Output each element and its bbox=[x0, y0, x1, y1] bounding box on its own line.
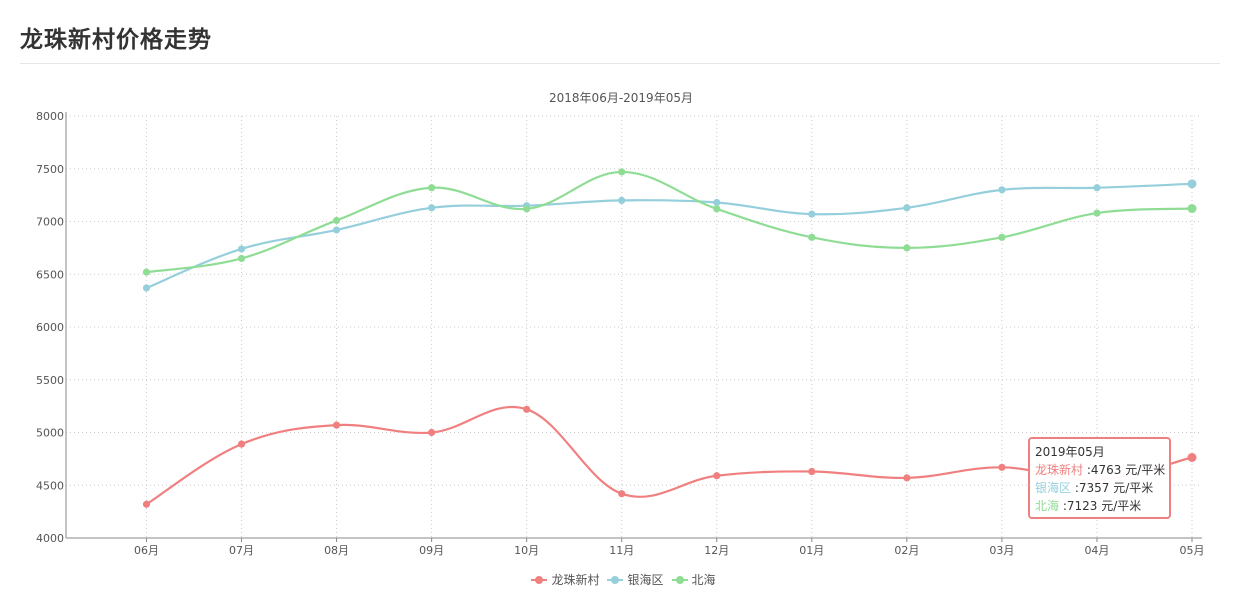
tooltip-row: 龙珠新村 :4763 元/平米 bbox=[1035, 461, 1166, 479]
data-point[interactable] bbox=[142, 268, 151, 276]
data-point[interactable] bbox=[998, 463, 1006, 471]
axes: 4000 4500 5000 5500 6000 6500 7000 7500 8000 06月 0… bbox=[36, 110, 1205, 557]
data-point[interactable] bbox=[903, 204, 911, 212]
data-point[interactable] bbox=[1093, 209, 1101, 217]
data-point[interactable] bbox=[1187, 453, 1197, 463]
data-point[interactable] bbox=[142, 284, 151, 292]
legend-label: 北海 bbox=[691, 573, 716, 587]
tooltip-series-name: 龙珠新村 bbox=[1035, 463, 1084, 477]
x-tick-label: 09月 bbox=[419, 544, 444, 557]
hover-tooltip: 2019年05月 龙珠新村 :4763 元/平米 银海区 :7357 元/平米 北海… bbox=[1028, 437, 1171, 519]
data-point[interactable] bbox=[1187, 204, 1197, 214]
series-line-1 bbox=[146, 182, 1193, 289]
x-tick-label: 10月 bbox=[514, 544, 539, 557]
y-tick-label: 6000 bbox=[36, 321, 64, 334]
data-point[interactable] bbox=[523, 205, 531, 213]
data-point[interactable] bbox=[903, 474, 911, 482]
data-point[interactable] bbox=[332, 216, 341, 225]
tooltip-series-name: 银海区 bbox=[1035, 481, 1072, 495]
data-point[interactable] bbox=[618, 168, 626, 176]
data-point[interactable] bbox=[428, 184, 436, 192]
page-title: 龙珠新村价格走势 bbox=[20, 27, 212, 53]
legend-swatch-icon bbox=[671, 575, 688, 585]
x-tick-label: 02月 bbox=[894, 544, 919, 557]
tooltip-value: 7123 元/平米 bbox=[1066, 499, 1142, 513]
y-tick-label: 4500 bbox=[36, 479, 64, 492]
data-point[interactable] bbox=[523, 405, 531, 413]
tooltip-separator: : bbox=[1059, 499, 1067, 513]
tooltip-row: 北海 :7123 元/平米 bbox=[1035, 497, 1164, 515]
x-tick-label: 04月 bbox=[1084, 544, 1109, 557]
tooltip-series-name: 北海 bbox=[1035, 499, 1060, 513]
y-tick-label: 5000 bbox=[36, 427, 64, 440]
y-tick-label: 8000 bbox=[36, 110, 64, 123]
data-point[interactable] bbox=[998, 233, 1006, 241]
grid-lines bbox=[65, 115, 1202, 538]
data-point[interactable] bbox=[618, 196, 626, 204]
data-point[interactable] bbox=[618, 490, 626, 498]
x-tick-label: 12月 bbox=[704, 544, 729, 557]
y-tick-label: 7500 bbox=[36, 163, 64, 176]
y-tick-label: 5500 bbox=[36, 374, 64, 387]
data-point[interactable] bbox=[808, 210, 816, 218]
data-point[interactable] bbox=[237, 254, 246, 263]
data-point[interactable] bbox=[237, 245, 246, 253]
legend-item[interactable]: 北海 bbox=[671, 571, 716, 588]
tooltip-separator: : bbox=[1071, 481, 1079, 495]
legend-label: 银海区 bbox=[627, 573, 664, 587]
x-tick-label: 08月 bbox=[324, 544, 349, 557]
x-tick-label: 03月 bbox=[989, 544, 1014, 557]
y-tick-label: 4000 bbox=[36, 532, 64, 545]
data-point[interactable] bbox=[713, 205, 721, 213]
data-point[interactable] bbox=[713, 472, 721, 480]
legend-label: 龙珠新村 bbox=[551, 573, 600, 587]
x-tick-label: 01月 bbox=[799, 544, 824, 557]
data-point[interactable] bbox=[903, 244, 911, 252]
tooltip-row: 银海区 :7357 元/平米 bbox=[1035, 479, 1164, 497]
tooltip-title: 2019年05月 bbox=[1035, 445, 1105, 459]
legend-swatch-icon bbox=[531, 575, 548, 585]
x-tick-label: 07月 bbox=[229, 544, 254, 557]
data-point[interactable] bbox=[1187, 179, 1197, 189]
tooltip-value: 4763 元/平米 bbox=[1090, 463, 1166, 477]
y-tick-label: 7000 bbox=[36, 216, 64, 229]
title-divider bbox=[20, 63, 1220, 64]
data-point[interactable] bbox=[1093, 184, 1101, 192]
x-tick-label: 06月 bbox=[134, 544, 159, 557]
data-point[interactable] bbox=[428, 204, 436, 212]
data-point[interactable] bbox=[713, 198, 721, 207]
data-point[interactable] bbox=[808, 233, 816, 241]
data-point[interactable] bbox=[142, 500, 151, 508]
tooltip-separator: : bbox=[1083, 463, 1091, 477]
data-point[interactable] bbox=[998, 186, 1006, 194]
legend-item[interactable]: 银海区 bbox=[607, 571, 664, 588]
data-point[interactable] bbox=[332, 226, 341, 234]
legend-item[interactable]: 龙珠新村 bbox=[531, 571, 599, 588]
tooltip-value: 7357 元/平米 bbox=[1078, 481, 1154, 495]
data-point[interactable] bbox=[237, 440, 246, 448]
data-point[interactable] bbox=[428, 428, 436, 437]
x-tick-label: 11月 bbox=[609, 544, 634, 557]
data-point[interactable] bbox=[808, 467, 816, 476]
series-points bbox=[142, 168, 1197, 508]
legend-swatch-icon bbox=[607, 575, 624, 585]
data-point[interactable] bbox=[332, 421, 341, 429]
chart-legend: 龙珠新村 银海区 北海 bbox=[0, 571, 1247, 588]
x-tick-label: 05月 bbox=[1180, 544, 1205, 557]
chart-subtitle: 2018年06月-2019年05月 bbox=[549, 91, 693, 105]
y-tick-label: 6500 bbox=[36, 268, 64, 281]
